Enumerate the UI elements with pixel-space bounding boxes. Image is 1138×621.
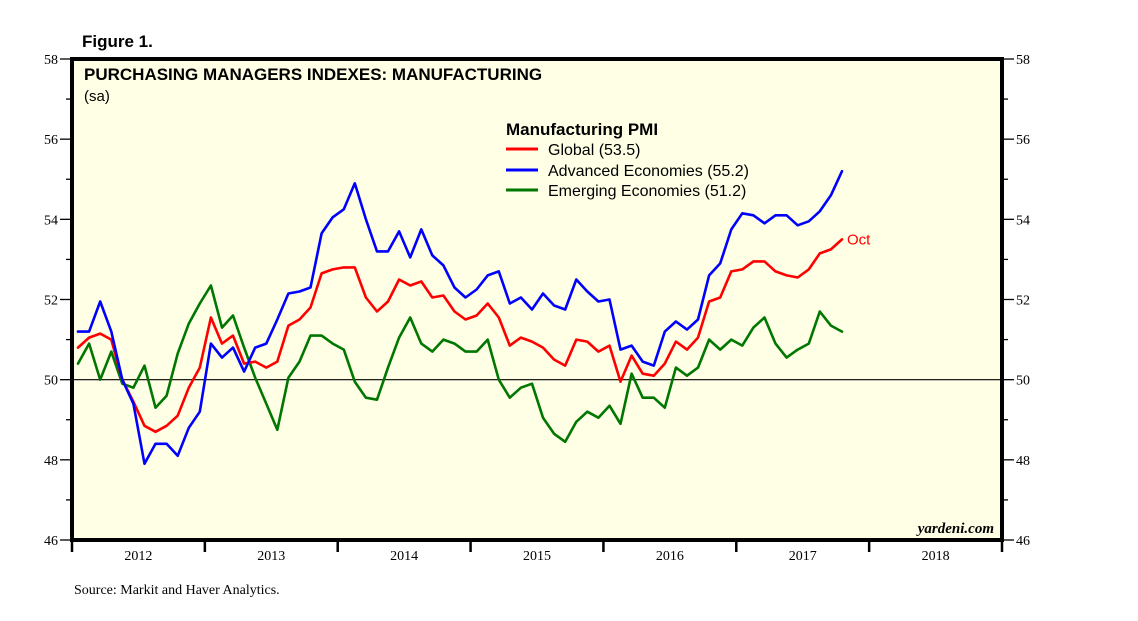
series-line-advanced-economies xyxy=(76,169,844,466)
series-line-emerging-economies xyxy=(76,284,844,444)
y-tick-label-right: 46 xyxy=(1016,534,1030,549)
legend-label-global: Global (53.5) xyxy=(548,142,641,159)
chart-subtitle: (sa) xyxy=(84,88,110,105)
x-tick-label: 2018 xyxy=(922,549,950,564)
annotation-oct: Oct xyxy=(847,231,871,248)
chart-title: PURCHASING MANAGERS INDEXES: MANUFACTURI… xyxy=(84,65,542,84)
y-axis-right: 46 48 50 52 54 56 58 xyxy=(1002,53,1030,549)
legend: Manufacturing PMI Global (53.5) Advanced… xyxy=(506,120,749,200)
y-tick-label-right: 50 xyxy=(1016,374,1030,389)
legend-title: Manufacturing PMI xyxy=(506,120,658,139)
y-tick-label-right: 48 xyxy=(1016,454,1030,469)
x-tick-label: 2017 xyxy=(789,549,817,564)
series-layer xyxy=(76,169,844,466)
y-axis-left: 46 48 50 52 54 56 58 xyxy=(44,53,72,549)
legend-label-emerging: Emerging Economies (51.2) xyxy=(548,183,746,200)
y-tick-label-right: 52 xyxy=(1016,294,1030,309)
figure-label: Figure 1. xyxy=(82,32,153,51)
x-tick-label: 2016 xyxy=(656,549,684,564)
watermark: yardeni.com xyxy=(916,521,994,537)
y-tick-label-left: 52 xyxy=(44,294,58,309)
plot-area xyxy=(72,59,1002,540)
y-tick-label-left: 46 xyxy=(44,534,58,549)
y-tick-label-left: 50 xyxy=(44,374,58,389)
legend-label-advanced: Advanced Economies (55.2) xyxy=(548,163,749,180)
y-tick-label-right: 56 xyxy=(1016,133,1030,148)
y-tick-label-right: 58 xyxy=(1016,53,1030,68)
y-tick-label-left: 58 xyxy=(44,53,58,68)
x-tick-label: 2014 xyxy=(390,549,418,564)
y-tick-label-left: 56 xyxy=(44,133,58,148)
y-tick-label-left: 54 xyxy=(44,213,58,228)
source-note: Source: Markit and Haver Analytics. xyxy=(74,583,280,598)
y-tick-label-left: 48 xyxy=(44,454,58,469)
x-tick-label: 2015 xyxy=(523,549,551,564)
x-tick-label: 2012 xyxy=(124,549,152,564)
plot-frame xyxy=(70,57,1004,542)
x-tick-label: 2013 xyxy=(257,549,285,564)
series-line-global xyxy=(76,238,844,434)
x-axis: 2012 2013 2014 2015 2016 2017 2018 xyxy=(70,540,1004,564)
y-tick-label-right: 54 xyxy=(1016,213,1030,228)
